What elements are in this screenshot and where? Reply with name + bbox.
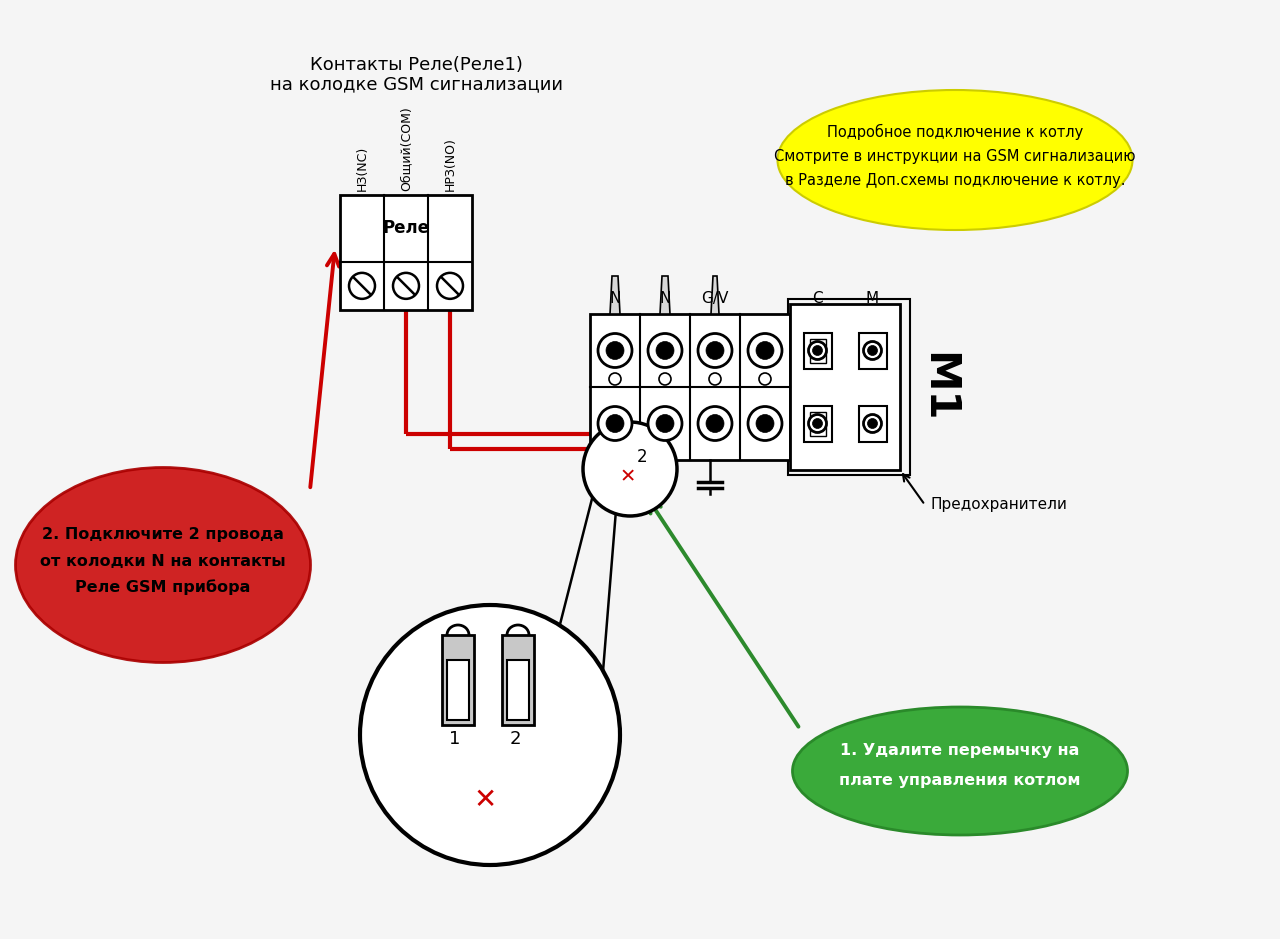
Text: Реле: Реле bbox=[383, 220, 430, 238]
Circle shape bbox=[748, 407, 782, 440]
Circle shape bbox=[657, 342, 675, 360]
Circle shape bbox=[868, 419, 878, 428]
Circle shape bbox=[809, 414, 827, 433]
Text: 2: 2 bbox=[509, 730, 521, 748]
Circle shape bbox=[582, 422, 677, 516]
Circle shape bbox=[748, 333, 782, 367]
Circle shape bbox=[360, 605, 620, 865]
Bar bbox=[507, 660, 529, 720]
Circle shape bbox=[605, 342, 625, 360]
Circle shape bbox=[707, 414, 724, 433]
Text: в Разделе Доп.схемы подключение к котлу.: в Разделе Доп.схемы подключение к котлу. bbox=[785, 173, 1125, 188]
Circle shape bbox=[609, 373, 621, 385]
Text: N: N bbox=[609, 468, 621, 483]
Text: Подробное подключение к котлу: Подробное подключение к котлу bbox=[827, 124, 1083, 140]
Bar bbox=[590, 314, 790, 460]
Text: C: C bbox=[813, 291, 823, 306]
Circle shape bbox=[809, 342, 827, 360]
Circle shape bbox=[659, 373, 671, 385]
Circle shape bbox=[657, 414, 675, 433]
Circle shape bbox=[393, 273, 419, 299]
Text: от колодки N на контакты: от колодки N на контакты bbox=[40, 553, 285, 568]
Text: Предохранители: Предохранители bbox=[931, 498, 1066, 513]
Text: ✕: ✕ bbox=[620, 468, 636, 486]
Circle shape bbox=[707, 342, 724, 360]
Circle shape bbox=[813, 419, 823, 428]
Text: N: N bbox=[659, 291, 671, 306]
Text: Контакты Реле(Реле1): Контакты Реле(Реле1) bbox=[310, 56, 522, 74]
Text: 2. Подключите 2 провода: 2. Подключите 2 провода bbox=[42, 528, 284, 543]
Circle shape bbox=[648, 407, 682, 440]
Bar bbox=[790, 304, 900, 470]
Circle shape bbox=[709, 373, 721, 385]
Bar bbox=[804, 332, 832, 368]
Circle shape bbox=[864, 342, 882, 360]
Text: Смотрите в инструкции на GSM сигнализацию: Смотрите в инструкции на GSM сигнализаци… bbox=[774, 148, 1135, 163]
Text: на колодке GSM сигнализации: на колодке GSM сигнализации bbox=[270, 75, 562, 93]
Circle shape bbox=[698, 407, 732, 440]
Text: НЗ(NC): НЗ(NC) bbox=[356, 146, 369, 191]
Text: Общий(COM): Общий(COM) bbox=[399, 106, 412, 191]
Circle shape bbox=[759, 373, 771, 385]
Circle shape bbox=[598, 333, 632, 367]
Text: НРЗ(NO): НРЗ(NO) bbox=[443, 137, 457, 191]
Text: N: N bbox=[609, 291, 621, 306]
Bar bbox=[340, 195, 472, 310]
Bar bbox=[809, 338, 826, 362]
Circle shape bbox=[756, 342, 774, 360]
Circle shape bbox=[436, 273, 463, 299]
Text: M: M bbox=[867, 291, 879, 306]
Circle shape bbox=[648, 333, 682, 367]
Ellipse shape bbox=[792, 707, 1128, 835]
Circle shape bbox=[598, 407, 632, 440]
Ellipse shape bbox=[777, 90, 1133, 230]
Bar bbox=[442, 635, 474, 725]
Text: L: L bbox=[660, 468, 669, 483]
Circle shape bbox=[756, 414, 774, 433]
Bar bbox=[859, 332, 887, 368]
Bar bbox=[788, 299, 910, 475]
Circle shape bbox=[864, 414, 882, 433]
Text: 2: 2 bbox=[636, 448, 648, 466]
Polygon shape bbox=[611, 276, 620, 314]
Polygon shape bbox=[710, 276, 719, 314]
Ellipse shape bbox=[15, 468, 311, 663]
Text: 1. Удалите перемычку на: 1. Удалите перемычку на bbox=[840, 744, 1080, 759]
Bar bbox=[859, 406, 887, 441]
Circle shape bbox=[605, 414, 625, 433]
Text: 1: 1 bbox=[449, 730, 461, 748]
Text: G/V: G/V bbox=[701, 291, 728, 306]
Bar bbox=[809, 411, 826, 436]
Circle shape bbox=[813, 346, 823, 356]
Text: M1: M1 bbox=[916, 352, 959, 423]
Bar bbox=[804, 406, 832, 441]
Circle shape bbox=[868, 346, 878, 356]
Bar bbox=[447, 660, 468, 720]
Circle shape bbox=[349, 273, 375, 299]
Polygon shape bbox=[660, 276, 669, 314]
Circle shape bbox=[698, 333, 732, 367]
Text: плате управления котлом: плате управления котлом bbox=[840, 774, 1080, 789]
Text: Реле GSM прибора: Реле GSM прибора bbox=[76, 579, 251, 595]
Text: ✕: ✕ bbox=[474, 786, 497, 814]
Bar bbox=[502, 635, 534, 725]
